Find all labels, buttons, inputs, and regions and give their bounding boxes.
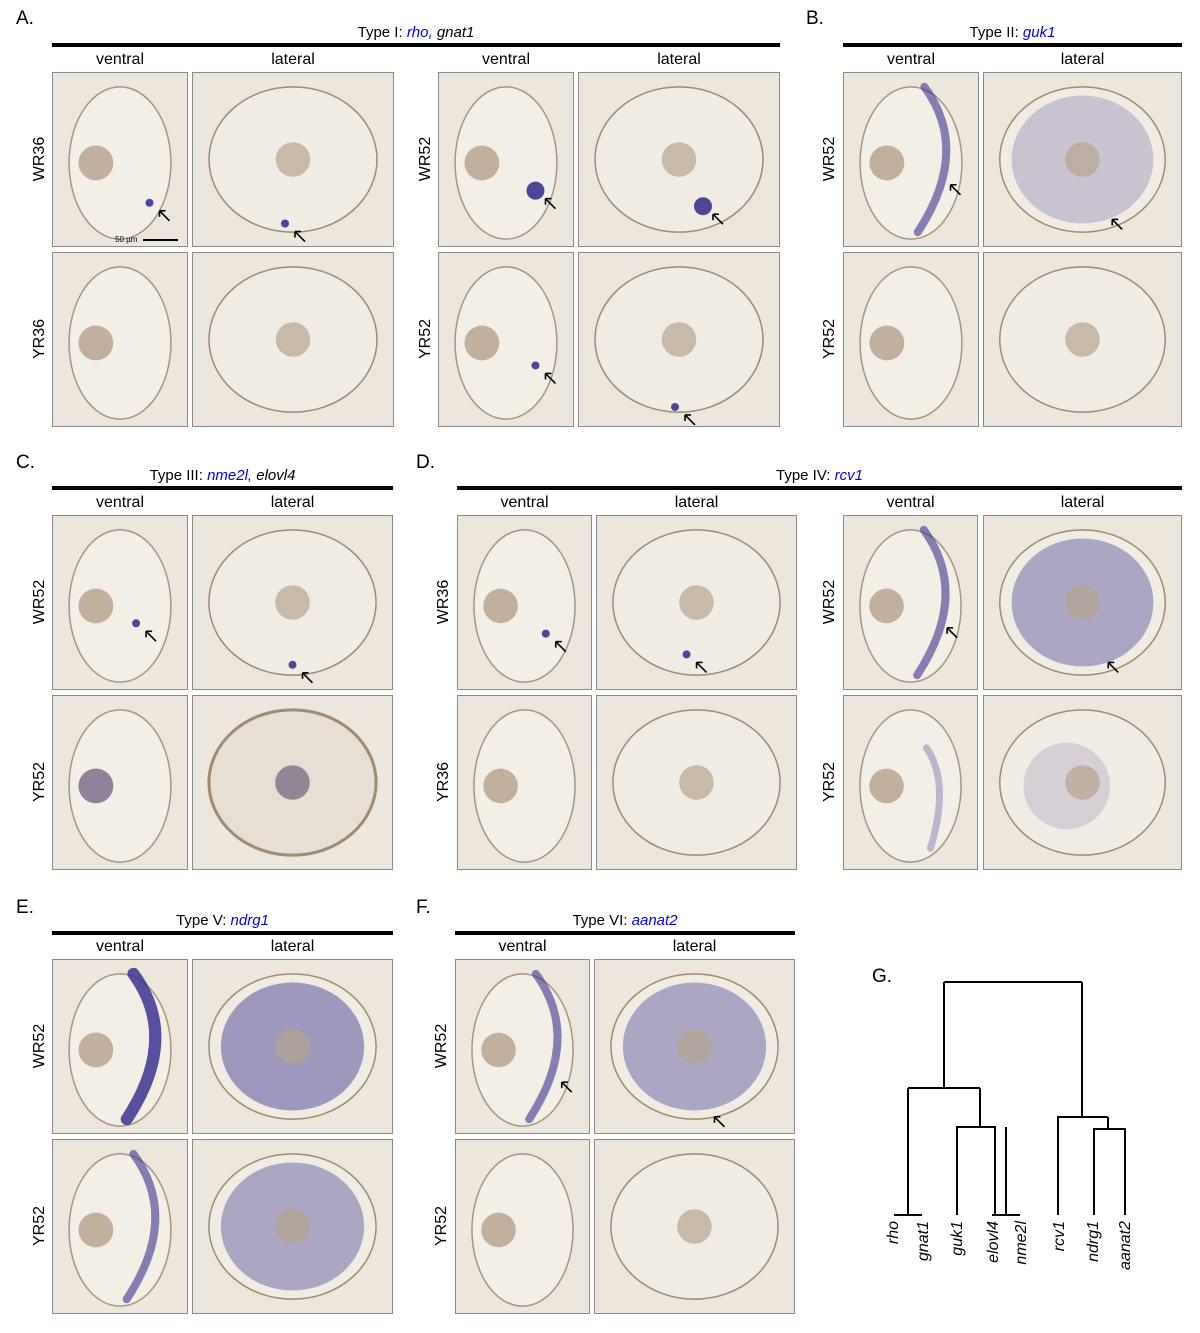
col-label: ventral xyxy=(95,51,145,68)
panel-f-title-bar xyxy=(455,931,795,935)
row-label: WR52 xyxy=(821,579,838,625)
row-label: WR36 xyxy=(31,136,48,182)
panel-label-c: C. xyxy=(16,452,35,473)
micrograph-ventral xyxy=(52,1139,188,1314)
col-label: lateral xyxy=(270,938,315,955)
leaf-label: elovl4 xyxy=(985,1221,1002,1263)
col-label: ventral xyxy=(95,938,145,955)
micrograph-ventral xyxy=(457,695,592,870)
micrograph-lateral xyxy=(596,695,797,870)
micrograph-lateral xyxy=(596,515,797,690)
micrograph-ventral xyxy=(457,515,592,690)
row-label: WR52 xyxy=(433,1023,450,1069)
col-label: lateral xyxy=(672,938,717,955)
micrograph-lateral xyxy=(578,252,780,427)
micrograph-lateral xyxy=(983,72,1182,247)
row-label: WR52 xyxy=(31,579,48,625)
row-label: YR52 xyxy=(433,1205,450,1247)
row-label: YR52 xyxy=(821,761,838,803)
micrograph-ventral xyxy=(438,72,574,247)
leaf-label: ndrg1 xyxy=(1085,1221,1102,1262)
panel-label-b: B. xyxy=(806,8,824,29)
branch-rcv1-cluster xyxy=(1057,1116,1108,1215)
micrograph-ventral xyxy=(843,695,978,870)
col-label: lateral xyxy=(1060,494,1105,511)
row-label: WR52 xyxy=(417,136,434,182)
col-label: ventral xyxy=(500,494,549,511)
micrograph-lateral xyxy=(578,72,780,247)
leaf-label: rho xyxy=(885,1221,902,1244)
col-label: lateral xyxy=(1060,51,1105,68)
panel-label-e: E. xyxy=(16,897,34,918)
panel-d-title-bar xyxy=(457,486,1182,490)
panel-label-f: F. xyxy=(416,897,431,918)
micrograph-lateral xyxy=(192,72,394,247)
micrograph-ventral xyxy=(52,72,188,247)
panel-a-title: Type I: rho, gnat1 xyxy=(357,24,475,41)
micrograph-lateral xyxy=(594,1139,795,1314)
row-label: WR52 xyxy=(31,1023,48,1069)
micrograph-lateral xyxy=(192,515,393,690)
micrograph-ventral xyxy=(455,959,590,1134)
row-label: YR52 xyxy=(31,761,48,803)
micrograph-lateral xyxy=(192,252,394,427)
leaf-label: gnat1 xyxy=(915,1221,932,1261)
micrograph-lateral xyxy=(192,1139,393,1314)
micrograph-lateral xyxy=(983,695,1182,870)
scale-bar-label: 50 µm xyxy=(115,235,138,244)
col-label: lateral xyxy=(674,494,719,511)
dendrogram: rho gnat1 guk1 elovl4 nme2l rcv1 ndrg1 a… xyxy=(885,981,1134,1270)
row-label: YR52 xyxy=(821,318,838,360)
col-label: ventral xyxy=(95,494,145,511)
leaf-label: guk1 xyxy=(949,1221,966,1256)
branch-guk1-cluster xyxy=(956,1126,996,1215)
micrograph-ventral xyxy=(843,252,979,427)
micrograph-lateral xyxy=(192,959,393,1134)
micrograph-ventral xyxy=(52,695,188,870)
panel-b-title-bar xyxy=(843,43,1182,47)
micrograph-lateral xyxy=(192,695,393,870)
micrograph-ventral xyxy=(438,252,574,427)
panel-e-title-bar xyxy=(52,931,393,935)
col-label: lateral xyxy=(270,494,315,511)
panel-label-d: D. xyxy=(416,452,435,473)
micrograph-ventral xyxy=(52,252,188,427)
scale-bar xyxy=(143,239,178,241)
col-label: lateral xyxy=(271,51,315,68)
micrograph-lateral xyxy=(594,959,795,1134)
leaf-label: rcv1 xyxy=(1051,1221,1068,1251)
row-label: YR52 xyxy=(417,318,434,360)
dendrogram-branches xyxy=(894,981,1126,1216)
panel-label-g: G. xyxy=(872,966,893,987)
panel-label-a: A. xyxy=(16,8,34,29)
micrograph-ventral xyxy=(455,1139,590,1314)
col-label: ventral xyxy=(481,51,531,68)
branch-ndrg1-aanat2 xyxy=(1093,1128,1126,1215)
micrograph-ventral xyxy=(52,515,188,690)
panel-e-title: Type V: ndrg1 xyxy=(176,912,269,929)
row-label: YR52 xyxy=(31,1205,48,1247)
micrograph-lateral xyxy=(983,252,1182,427)
micrograph-ventral xyxy=(843,515,978,690)
row-label: WR36 xyxy=(435,579,452,625)
col-label: ventral xyxy=(498,938,547,955)
row-label: WR52 xyxy=(821,136,838,182)
panel-a-title-bar xyxy=(52,43,780,47)
col-label: ventral xyxy=(886,494,935,511)
leaf-label: aanat2 xyxy=(1117,1221,1134,1270)
panel-c-title: Type III: nme2l, elovl4 xyxy=(149,467,296,484)
micrograph-ventral xyxy=(843,72,979,247)
panel-d-title: Type IV: rcv1 xyxy=(776,467,863,484)
leaf-label: nme2l xyxy=(1013,1221,1030,1265)
col-label: ventral xyxy=(886,51,936,68)
micrograph-lateral xyxy=(983,515,1182,690)
row-label: YR36 xyxy=(435,761,452,803)
panel-b-title: Type II: guk1 xyxy=(969,24,1056,41)
row-label: YR36 xyxy=(31,318,48,360)
panel-c-title-bar xyxy=(52,486,393,490)
micrograph-ventral xyxy=(52,959,188,1134)
panel-f-title: Type VI: aanat2 xyxy=(572,912,678,929)
col-label: lateral xyxy=(657,51,701,68)
